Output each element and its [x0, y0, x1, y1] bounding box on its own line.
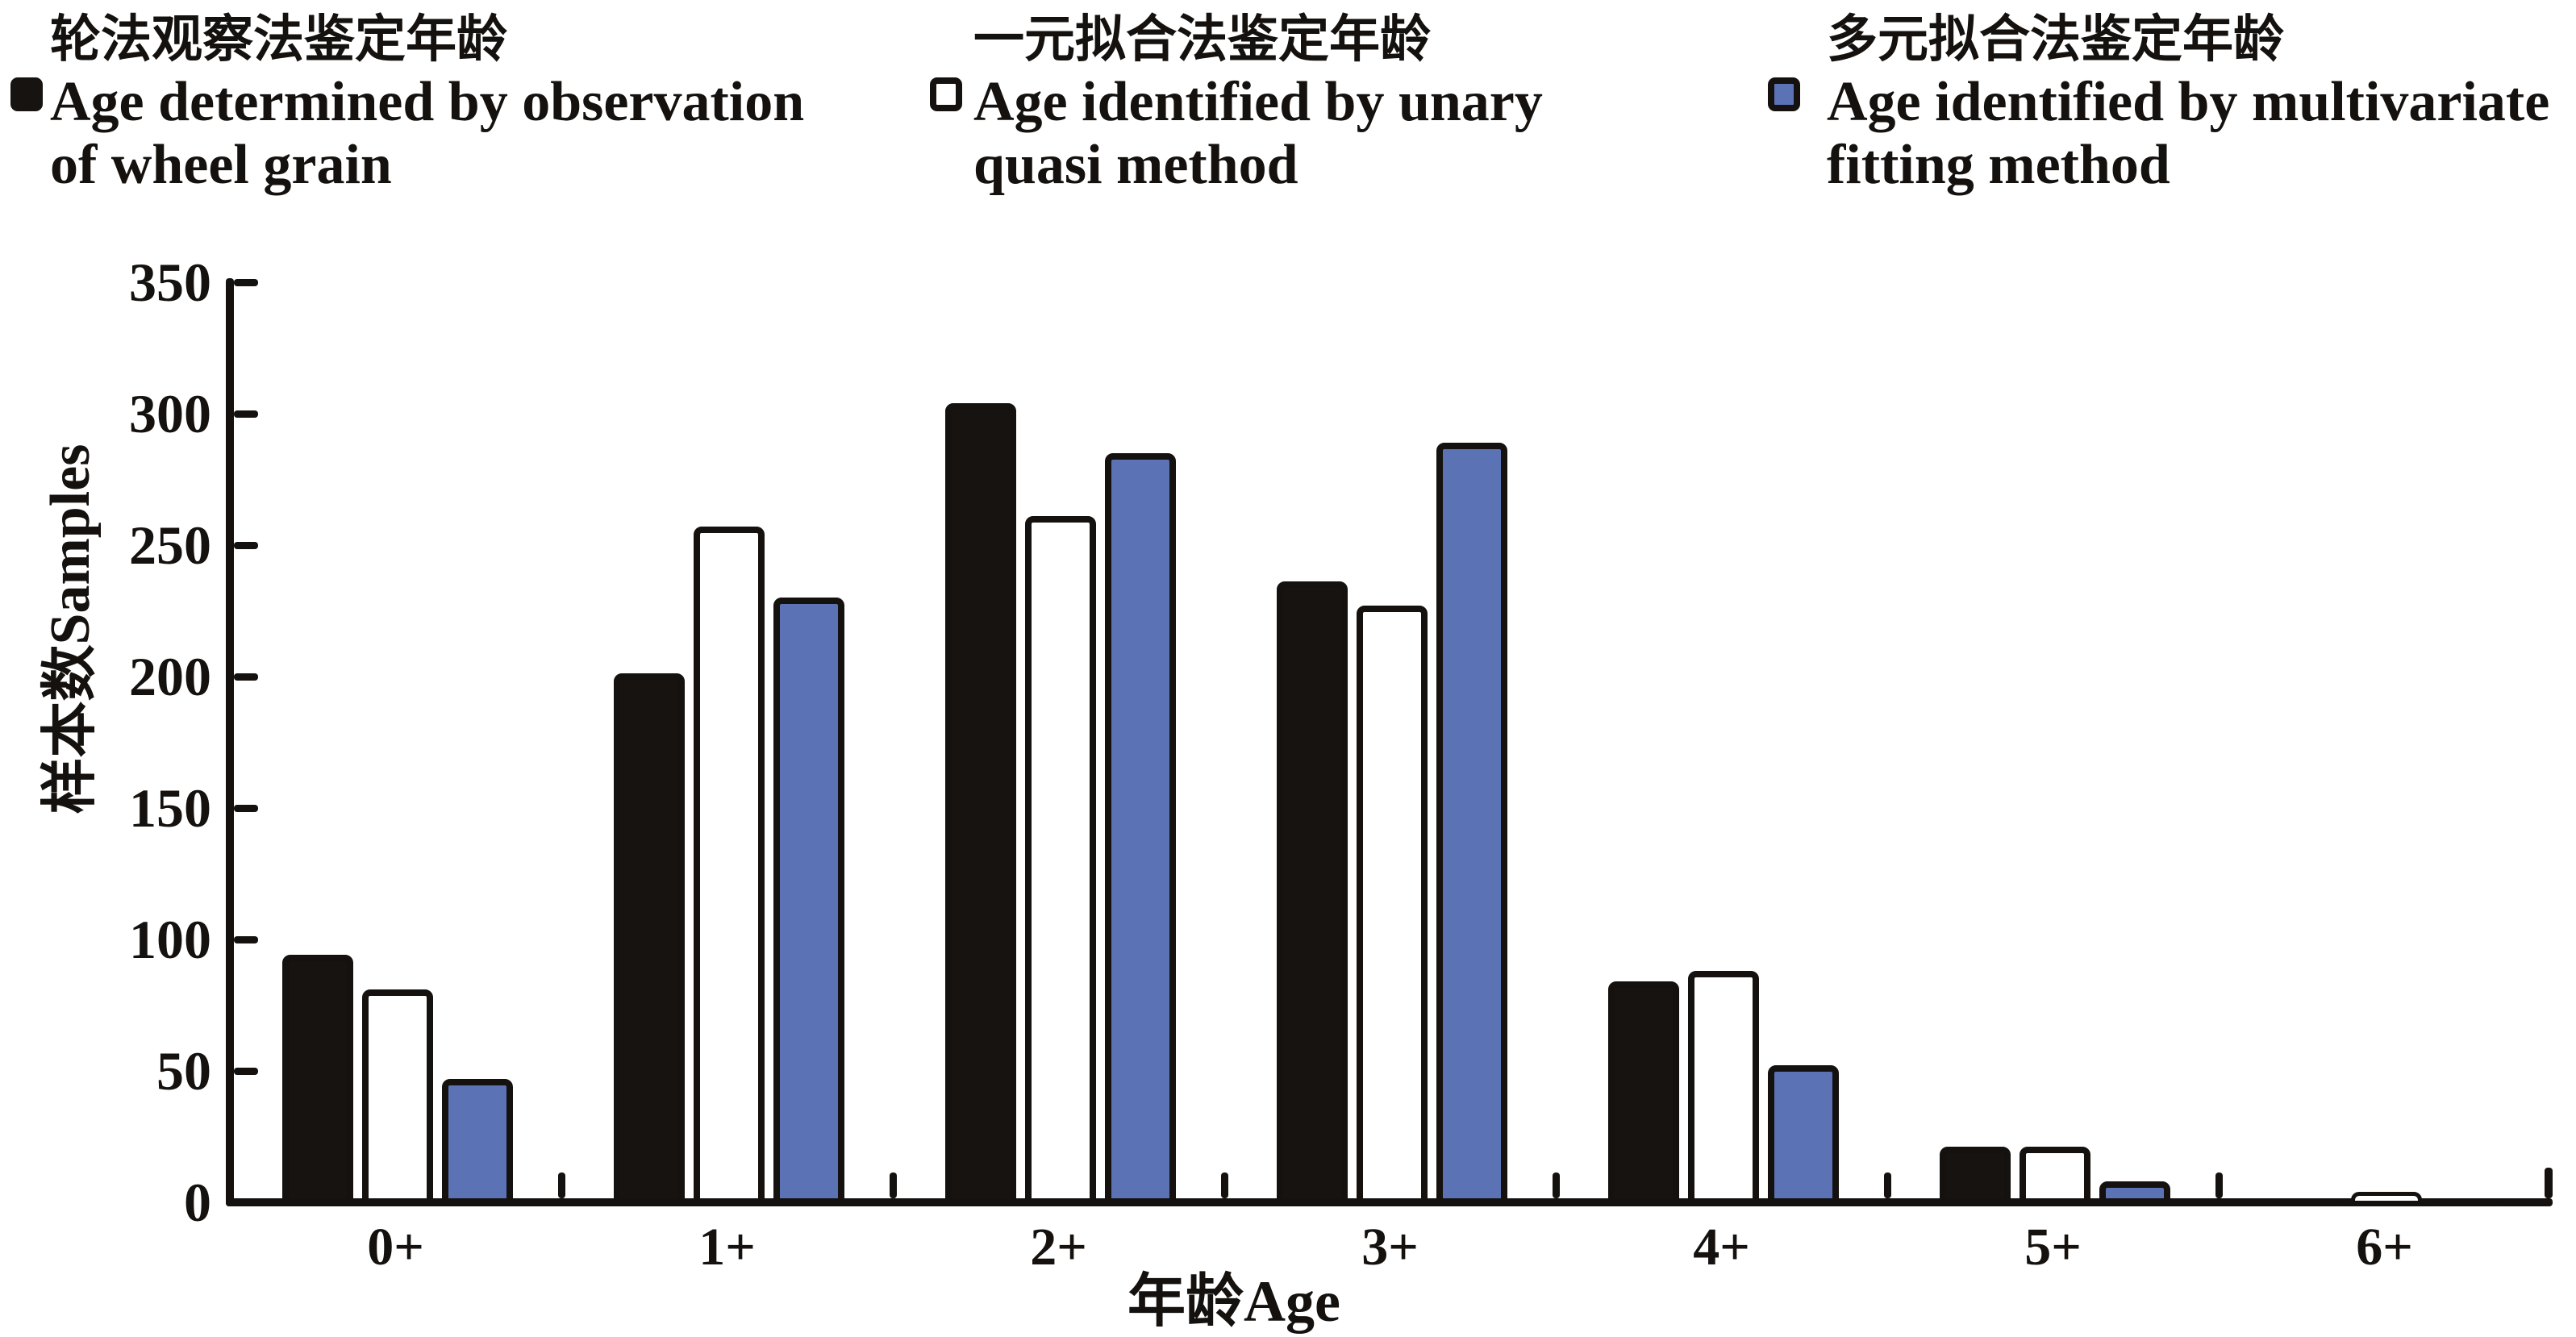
legend-label: 轮法观察法鉴定年龄 Age determined by observation …	[50, 8, 804, 197]
legend-item-unary: 一元拟合法鉴定年龄 Age identified by unary quasi …	[928, 8, 1543, 197]
legend-label-cn: 多元拟合法鉴定年龄	[1827, 11, 2284, 68]
bar-series2-0+	[362, 989, 433, 1205]
bar-series1-6+	[2271, 1198, 2342, 1206]
legend-label-cn: 一元拟合法鉴定年龄	[973, 11, 1431, 68]
bar-series3-3+	[1436, 443, 1507, 1205]
bar-series3-5+	[2099, 1181, 2170, 1205]
axis-end-tick	[2545, 1168, 2553, 1198]
bar-series2-6+	[2351, 1192, 2422, 1205]
y-tick-label: 200	[129, 646, 211, 707]
bar-series2-3+	[1357, 606, 1428, 1205]
bar-series1-3+	[1277, 581, 1348, 1205]
legend-label-en1: Age identified by unary	[973, 71, 1543, 133]
white-square-icon	[930, 77, 962, 111]
x-tick	[1553, 1172, 1560, 1198]
bar-series3-4+	[1768, 1065, 1839, 1205]
bar-series1-5+	[1940, 1147, 2011, 1205]
bar-series2-2+	[1025, 516, 1096, 1205]
x-tick-label: 3+	[1361, 1218, 1419, 1277]
x-tick	[890, 1172, 897, 1198]
x-tick-label: 2+	[1030, 1218, 1087, 1277]
x-tick	[1221, 1172, 1228, 1198]
y-tick	[234, 410, 258, 418]
y-tick-label: 100	[129, 909, 211, 970]
legend-label-cn: 轮法观察法鉴定年龄	[50, 11, 507, 68]
legend-item-multivariate: 多元拟合法鉴定年龄 Age identified by multivariate…	[1768, 8, 2549, 197]
bar-series1-4+	[1608, 981, 1679, 1205]
y-tick-label: 50	[156, 1040, 211, 1102]
y-tick	[234, 936, 258, 943]
bar-series2-5+	[2020, 1147, 2090, 1205]
x-tick	[1884, 1172, 1891, 1198]
x-tick-label: 6+	[2356, 1218, 2413, 1277]
legend-label-en2: quasi method	[973, 134, 1298, 196]
bar-series1-2+	[945, 403, 1016, 1205]
x-tick-label: 5+	[2024, 1218, 2082, 1277]
legend-item-wheel-grain: 轮法观察法鉴定年龄 Age determined by observation …	[6, 8, 804, 197]
y-tick	[234, 805, 258, 812]
bar-series1-1+	[614, 673, 685, 1205]
x-tick-label: 1+	[698, 1218, 756, 1277]
y-tick	[234, 542, 258, 549]
y-tick	[234, 279, 258, 286]
y-tick-label: 0	[184, 1172, 211, 1233]
legend-label-en1: Age determined by observation	[50, 71, 805, 133]
x-tick-label: 4+	[1693, 1218, 1750, 1277]
bar-series3-1+	[773, 598, 844, 1205]
y-tick	[234, 673, 258, 681]
black-square-icon	[10, 77, 43, 111]
x-tick	[2215, 1172, 2223, 1198]
bar-series2-4+	[1688, 971, 1759, 1205]
legend-label-en2: fitting method	[1827, 134, 2170, 196]
blue-square-icon	[1768, 77, 1800, 111]
bar-series3-6+	[2431, 1198, 2502, 1206]
x-axis-title: 年龄Age	[1128, 1269, 1340, 1334]
y-tick-label: 350	[129, 252, 211, 313]
legend-label-en2: of wheel grain	[50, 134, 392, 196]
legend-label: 多元拟合法鉴定年龄 Age identified by multivariate…	[1827, 8, 2549, 197]
y-tick-label: 300	[129, 383, 211, 444]
y-axis-line	[226, 278, 234, 1206]
y-tick-label: 250	[129, 514, 211, 576]
legend-label: 一元拟合法鉴定年龄 Age identified by unary quasi …	[973, 8, 1543, 197]
bar-series3-0+	[442, 1079, 513, 1205]
y-tick-label: 150	[129, 777, 211, 839]
y-tick	[234, 1068, 258, 1075]
bar-series1-0+	[282, 955, 353, 1205]
x-tick-label: 0+	[367, 1218, 424, 1277]
legend-label-en1: Age identified by multivariate	[1827, 71, 2550, 133]
bar-series3-2+	[1105, 453, 1176, 1205]
bar-series2-1+	[694, 527, 765, 1205]
x-tick	[558, 1172, 565, 1198]
